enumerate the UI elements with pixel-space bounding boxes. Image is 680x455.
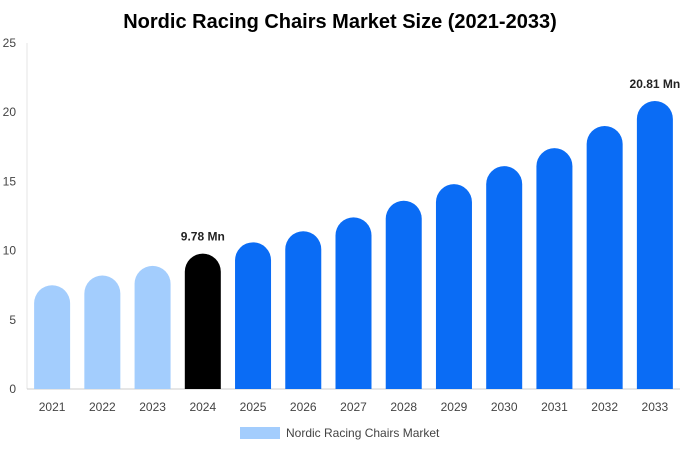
legend-label: Nordic Racing Chairs Market xyxy=(286,426,440,440)
x-tick-label: 2030 xyxy=(491,400,518,414)
bar-2021[interactable] xyxy=(34,285,71,389)
bar-2031[interactable] xyxy=(536,148,573,389)
legend-swatch xyxy=(240,427,280,439)
bar-2028[interactable] xyxy=(385,200,422,389)
data-label-2024: 9.78 Mn xyxy=(181,230,225,244)
x-tick-label: 2028 xyxy=(390,400,417,414)
x-tick-label: 2023 xyxy=(139,400,166,414)
y-tick-label: 20 xyxy=(3,105,17,119)
bar-2030[interactable] xyxy=(486,166,523,389)
bar-2025[interactable] xyxy=(235,242,272,389)
bar-2033[interactable] xyxy=(636,100,673,390)
y-tick-label: 0 xyxy=(9,382,16,396)
x-tick-label: 2032 xyxy=(591,400,618,414)
x-tick-label: 2024 xyxy=(189,400,216,414)
label-layer: 9.78 Mn 20.81 Mn xyxy=(181,77,680,244)
y-tick-label: 15 xyxy=(3,174,17,188)
chart-title: Nordic Racing Chairs Market Size (2021-2… xyxy=(123,11,557,33)
bar-2026[interactable] xyxy=(285,231,322,389)
x-tick-label: 2033 xyxy=(642,400,669,414)
bar-layer xyxy=(34,100,673,390)
bar-2029[interactable] xyxy=(435,184,472,389)
data-label-2033: 20.81 Mn xyxy=(630,77,680,91)
x-tick-label: 2021 xyxy=(39,400,66,414)
x-tick-label: 2031 xyxy=(541,400,568,414)
x-tick-label: 2025 xyxy=(240,400,267,414)
y-tick-label: 10 xyxy=(3,244,17,258)
bar-2022[interactable] xyxy=(84,275,121,389)
y-tick-label: 5 xyxy=(9,313,16,327)
bar-2027[interactable] xyxy=(335,217,372,389)
y-tick-label: 25 xyxy=(3,36,17,50)
legend[interactable]: Nordic Racing Chairs Market xyxy=(240,426,440,440)
x-tick-label: 2027 xyxy=(340,400,367,414)
bar-2032[interactable] xyxy=(586,126,623,390)
x-tick-label: 2022 xyxy=(89,400,116,414)
bar-2024[interactable] xyxy=(184,253,221,389)
x-tick-label: 2026 xyxy=(290,400,317,414)
x-tick-label: 2029 xyxy=(441,400,468,414)
bar-2023[interactable] xyxy=(134,265,171,389)
